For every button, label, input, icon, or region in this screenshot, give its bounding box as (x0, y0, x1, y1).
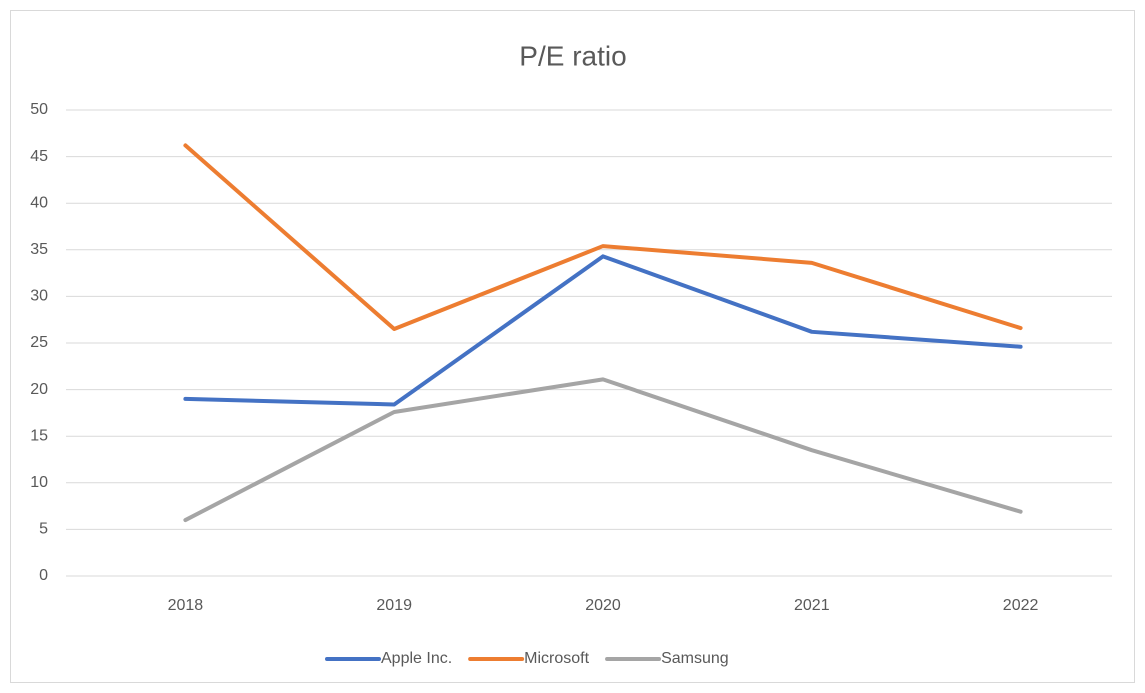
line-series (183, 143, 1023, 332)
line-series (183, 377, 1023, 523)
x-tick-label: 2021 (794, 597, 830, 614)
y-tick-label: 50 (30, 101, 48, 118)
y-tick-label: 35 (30, 241, 48, 258)
y-tick-label: 20 (30, 381, 48, 398)
line-series (183, 254, 1023, 407)
chart-frame (10, 10, 1135, 683)
y-tick-label: 25 (30, 334, 48, 351)
x-tick-label: 2022 (1003, 597, 1039, 614)
y-tick-label: 0 (39, 567, 48, 584)
y-tick-label: 10 (30, 474, 48, 491)
y-tick-label: 15 (30, 427, 48, 444)
legend-label: Apple Inc. (381, 650, 452, 667)
y-tick-label: 40 (30, 194, 48, 211)
y-tick-label: 45 (30, 148, 48, 165)
chart-title: P/E ratio (519, 40, 626, 71)
y-tick-label: 30 (30, 288, 48, 305)
legend-label: Microsoft (524, 650, 589, 667)
x-tick-label: 2019 (376, 597, 412, 614)
x-tick-label: 2018 (168, 597, 204, 614)
legend-label: Samsung (661, 650, 729, 667)
y-tick-label: 5 (39, 521, 48, 538)
x-tick-label: 2020 (585, 597, 621, 614)
